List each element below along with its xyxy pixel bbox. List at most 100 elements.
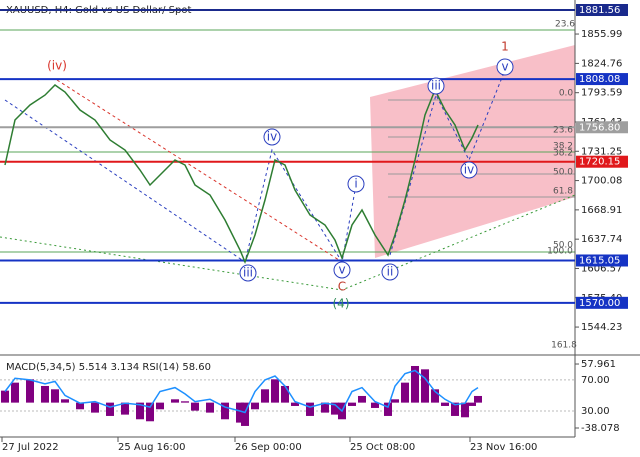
macd-bar — [474, 395, 482, 403]
macd-bar — [358, 395, 366, 403]
wave-circle — [381, 263, 399, 281]
y-tick-label: 1731.25 — [581, 146, 622, 157]
fib-label: 100.0 — [547, 247, 573, 257]
y2-tick-label: 30.00 — [581, 406, 610, 417]
wave-label: C — [338, 280, 346, 294]
x-tick-label: 23 Nov 16:00 — [470, 442, 537, 453]
wave-label: (iv) — [47, 59, 67, 73]
wave-label: i — [354, 177, 357, 191]
fib-label: 61.8 — [553, 187, 573, 197]
y-tick-label: 1700.08 — [581, 176, 622, 187]
macd-bar — [91, 402, 99, 413]
fib-label: 38.2 — [553, 149, 573, 159]
y-tick-label: 1855.99 — [581, 29, 622, 40]
macd-bar — [171, 399, 179, 403]
wave-circle — [460, 161, 478, 179]
macd-bar — [461, 402, 469, 418]
macd-bar — [51, 389, 59, 403]
macd-bar — [146, 402, 154, 422]
wave-circle — [347, 175, 365, 193]
fib-lines — [0, 29, 575, 253]
level-label: 1808.08 — [579, 74, 620, 85]
y-tick-label: 1668.91 — [581, 205, 622, 216]
macd-bar — [306, 402, 314, 416]
macd-bar — [331, 402, 339, 415]
macd-bar — [261, 389, 269, 403]
macd-bar — [411, 365, 419, 403]
level-label: 1881.56 — [579, 5, 620, 16]
level-tag — [576, 73, 628, 86]
macd-bar — [11, 382, 19, 403]
y-tick-label: 57.961 — [581, 359, 616, 370]
wave-label: 1 — [501, 40, 509, 54]
macd-bar — [421, 369, 429, 403]
wave-circle — [496, 58, 514, 76]
wave-label: iv — [464, 163, 474, 177]
macd-bar — [281, 385, 289, 403]
wave-path — [4, 99, 357, 264]
macd-bar — [1, 390, 9, 403]
macd-bar — [441, 402, 449, 406]
y-tick-label: 1544.23 — [581, 322, 622, 333]
macd-bar — [26, 379, 34, 403]
fib-label: 23.6 — [555, 20, 575, 30]
macd-bar — [251, 402, 259, 410]
fib-label: 161.8 — [551, 341, 577, 351]
macd-bar — [236, 402, 244, 423]
level-tag — [576, 296, 628, 309]
macd-bar — [371, 402, 379, 408]
fib-label: 50.0 — [553, 168, 573, 178]
rsi-line — [4, 369, 479, 414]
wave-circle — [239, 264, 257, 282]
macd-bar — [391, 399, 399, 403]
wave-circle — [333, 261, 351, 279]
macd-bar — [41, 385, 49, 403]
y-tick-label: 1637.74 — [581, 234, 622, 245]
level-label: 1615.05 — [579, 255, 620, 266]
macd-bar — [221, 402, 229, 420]
wave-circle — [427, 77, 445, 95]
wave-label: ii — [387, 265, 394, 279]
macd-bar — [181, 401, 189, 403]
level-tag — [576, 4, 628, 17]
y-tick-label: 1824.76 — [581, 58, 622, 69]
macd-bar — [384, 402, 392, 416]
x-tick-label: 25 Aug 16:00 — [118, 442, 185, 453]
macd-bar — [451, 402, 459, 416]
y-tick-label: 1793.59 — [581, 88, 622, 99]
level-tag — [576, 254, 628, 267]
fib-label: 0.0 — [559, 89, 574, 99]
x-tick-label: 26 Sep 00:00 — [235, 442, 302, 453]
macd-bar — [468, 402, 476, 406]
fib-label: 23.6 — [553, 126, 573, 136]
price-line — [4, 84, 479, 265]
macd-bar — [61, 399, 69, 403]
level-label: 1720.15 — [579, 157, 620, 168]
wave-label: iii — [243, 266, 253, 280]
macd-bar — [136, 402, 144, 420]
level-tag — [576, 121, 628, 134]
macd-bar — [291, 402, 299, 406]
trend-path — [0, 194, 576, 291]
wave-lines — [0, 69, 576, 291]
fib-label: 50.0 — [553, 241, 573, 251]
x-tick-label: 25 Oct 08:00 — [350, 442, 415, 453]
wave-label: v — [501, 60, 508, 74]
level-label: 1570.00 — [579, 298, 620, 309]
indicator-title: MACD(5,34,5) 5.514 3.134 RSI(14) 58.60 — [6, 362, 211, 373]
macd-bar — [156, 402, 164, 410]
level-tag — [576, 155, 628, 168]
level-label: 1756.80 — [579, 122, 620, 133]
macd-bar — [191, 402, 199, 411]
macd-bar — [241, 402, 249, 426]
macd-bar — [206, 402, 214, 413]
wave-label: iv — [267, 130, 277, 144]
macd-bar — [106, 402, 114, 416]
x-tick-label: 27 Jul 2022 — [2, 442, 59, 453]
macd-bar — [431, 389, 439, 403]
y-tick-label: -38.078 — [581, 423, 620, 434]
wave-circle — [263, 128, 281, 146]
macd-bar — [76, 402, 84, 410]
